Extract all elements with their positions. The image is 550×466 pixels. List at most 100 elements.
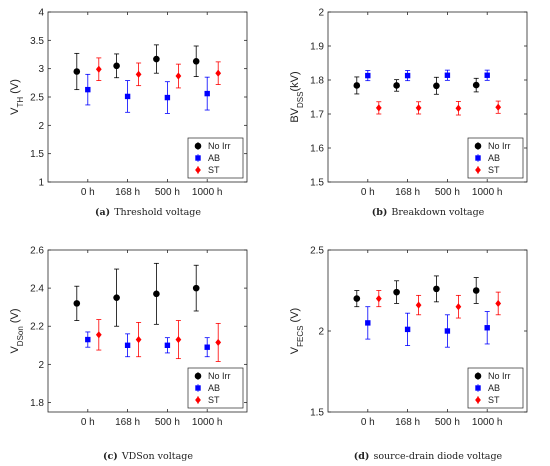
panel-caption: (a) Threshold voltage [95, 207, 201, 218]
data-point [175, 72, 182, 80]
data-point [393, 288, 400, 296]
data-point [124, 93, 131, 100]
data-point [495, 299, 502, 308]
data-point [404, 326, 411, 333]
data-point [85, 336, 91, 343]
y-tick-label: 2 [38, 360, 44, 371]
data-point [375, 104, 382, 112]
legend-marker [474, 372, 482, 380]
y-tick-label: 2.5 [310, 246, 324, 257]
y-axis-label-subscript: TH [16, 97, 25, 108]
data-point [455, 104, 462, 112]
series-0 [73, 262, 200, 327]
data-point [215, 69, 222, 77]
legend-marker [195, 385, 201, 391]
y-axis-label-subscript: DSS [296, 92, 305, 108]
data-point [444, 328, 451, 334]
y-tick-label: 1.5 [310, 178, 324, 189]
legend-label: ST [488, 395, 500, 405]
legend-label: AB [488, 153, 500, 163]
data-point [204, 344, 210, 350]
y-tick-label: 1.5 [310, 408, 324, 419]
series-2 [375, 290, 502, 319]
y-tick-label: 1.5 [30, 149, 44, 160]
x-tick-label: 1000 h [472, 187, 503, 198]
y-tick-label: 1.8 [310, 76, 324, 87]
data-point [85, 86, 91, 93]
panel-caption-letter: (a) [95, 207, 110, 218]
legend: No Irr AB ST [467, 137, 524, 179]
y-axis-label-unit: (V) [9, 79, 21, 97]
data-point [484, 325, 490, 331]
data-point [124, 342, 131, 348]
x-tick-label: 500 h [435, 417, 460, 428]
x-tick-label: 500 h [435, 187, 460, 198]
data-point [192, 58, 200, 65]
x-tick-label: 0 h [81, 417, 95, 428]
y-tick-label: 3.5 [30, 36, 44, 47]
series-1 [85, 331, 210, 358]
y-tick-label: 2 [38, 121, 44, 132]
data-point [153, 55, 160, 63]
y-axis-label: VTH (V) [9, 79, 25, 115]
series-0 [353, 76, 480, 95]
y-axis-label-main: V [9, 346, 21, 354]
data-point [113, 294, 120, 301]
legend: No Irr AB ST [187, 367, 244, 409]
y-tick-label: 1 [38, 178, 44, 189]
x-tick-label: 500 h [155, 187, 180, 198]
legend-marker [194, 142, 202, 150]
legend-label: No Irr [488, 371, 511, 381]
x-tick-label: 1000 h [472, 417, 503, 428]
data-point [375, 295, 382, 303]
data-point [404, 72, 411, 79]
data-point [95, 331, 102, 339]
panel-b: 1.5 1.6 1.7 1.8 1.9 2 0 h 168 h 500 h 1000 h BVDSS… [289, 8, 528, 218]
data-point [415, 104, 422, 112]
legend: No Irr AB ST [187, 137, 244, 179]
panel-d: 1.5 2 2.5 0 h 168 h 500 h 1000 h VFECS (V) No Ir… [289, 246, 528, 462]
data-point [204, 90, 210, 97]
legend-label: No Irr [488, 141, 511, 151]
y-axis-label-unit: (V) [289, 308, 301, 326]
data-point [353, 82, 361, 89]
legend-marker [475, 385, 481, 391]
data-point [353, 295, 361, 302]
data-point [73, 68, 81, 75]
y-tick-label: 1.9 [310, 42, 324, 53]
y-tick-label: 4 [38, 8, 44, 19]
data-point [472, 81, 480, 89]
data-point [365, 320, 371, 326]
panel-caption: (d) source-drain diode voltage [354, 451, 503, 462]
y-tick-label: 2.2 [30, 322, 44, 333]
legend-marker [195, 396, 201, 404]
legend-marker [194, 372, 202, 380]
y-tick-label: 2 [318, 327, 324, 338]
plot-area-frame [47, 249, 248, 413]
data-point [95, 65, 102, 73]
panel-caption-text: source-drain diode voltage [373, 451, 502, 462]
data-point [192, 284, 200, 292]
data-point [113, 62, 120, 70]
y-tick-label: 2 [318, 8, 324, 19]
x-tick-label: 500 h [155, 417, 180, 428]
y-axis-label: VFECS (V) [289, 308, 305, 354]
legend-marker [475, 166, 481, 174]
data-point [164, 342, 171, 348]
legend-marker [195, 155, 201, 161]
y-tick-label: 2.6 [30, 246, 44, 257]
series-2 [95, 319, 222, 362]
panel-caption: (c) VDSon voltage [103, 451, 193, 462]
y-tick-label: 1.8 [30, 398, 44, 409]
data-point [164, 94, 171, 101]
legend-label: ST [208, 165, 220, 175]
data-point [135, 70, 142, 78]
panel-caption-text: Breakdown voltage [391, 207, 484, 218]
legend-marker [474, 142, 482, 150]
legend-label: ST [208, 395, 220, 405]
legend-label: No Irr [208, 371, 231, 381]
legend-marker [195, 166, 201, 174]
data-point [215, 338, 222, 347]
panel-a: 1 1.5 2 2.5 3 3.5 4 0 h 168 h 500 h 1000 h VTH (V) N… [9, 8, 248, 218]
